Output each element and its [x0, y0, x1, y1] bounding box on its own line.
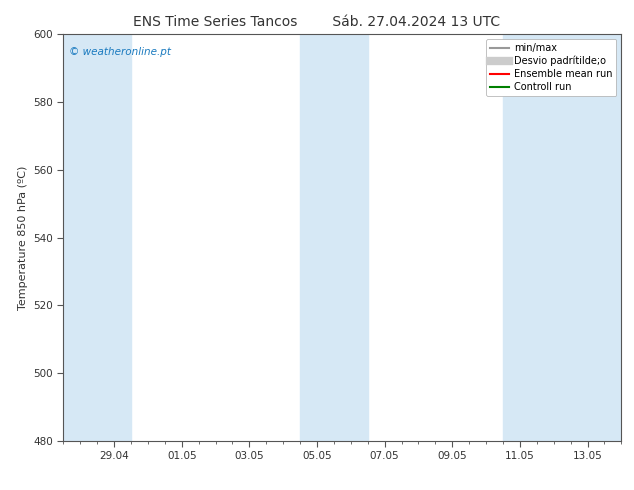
Y-axis label: Temperature 850 hPa (ºC): Temperature 850 hPa (ºC) [18, 166, 28, 310]
Bar [503, 34, 621, 441]
Bar [300, 34, 368, 441]
Legend: min/max, Desvio padrítilde;o, Ensemble mean run, Controll run: min/max, Desvio padrítilde;o, Ensemble m… [486, 39, 616, 96]
Text: © weatheronline.pt: © weatheronline.pt [69, 47, 171, 56]
Text: ENS Time Series Tancos        Sáb. 27.04.2024 13 UTC: ENS Time Series Tancos Sáb. 27.04.2024 1… [133, 15, 501, 29]
Bar [63, 34, 131, 441]
